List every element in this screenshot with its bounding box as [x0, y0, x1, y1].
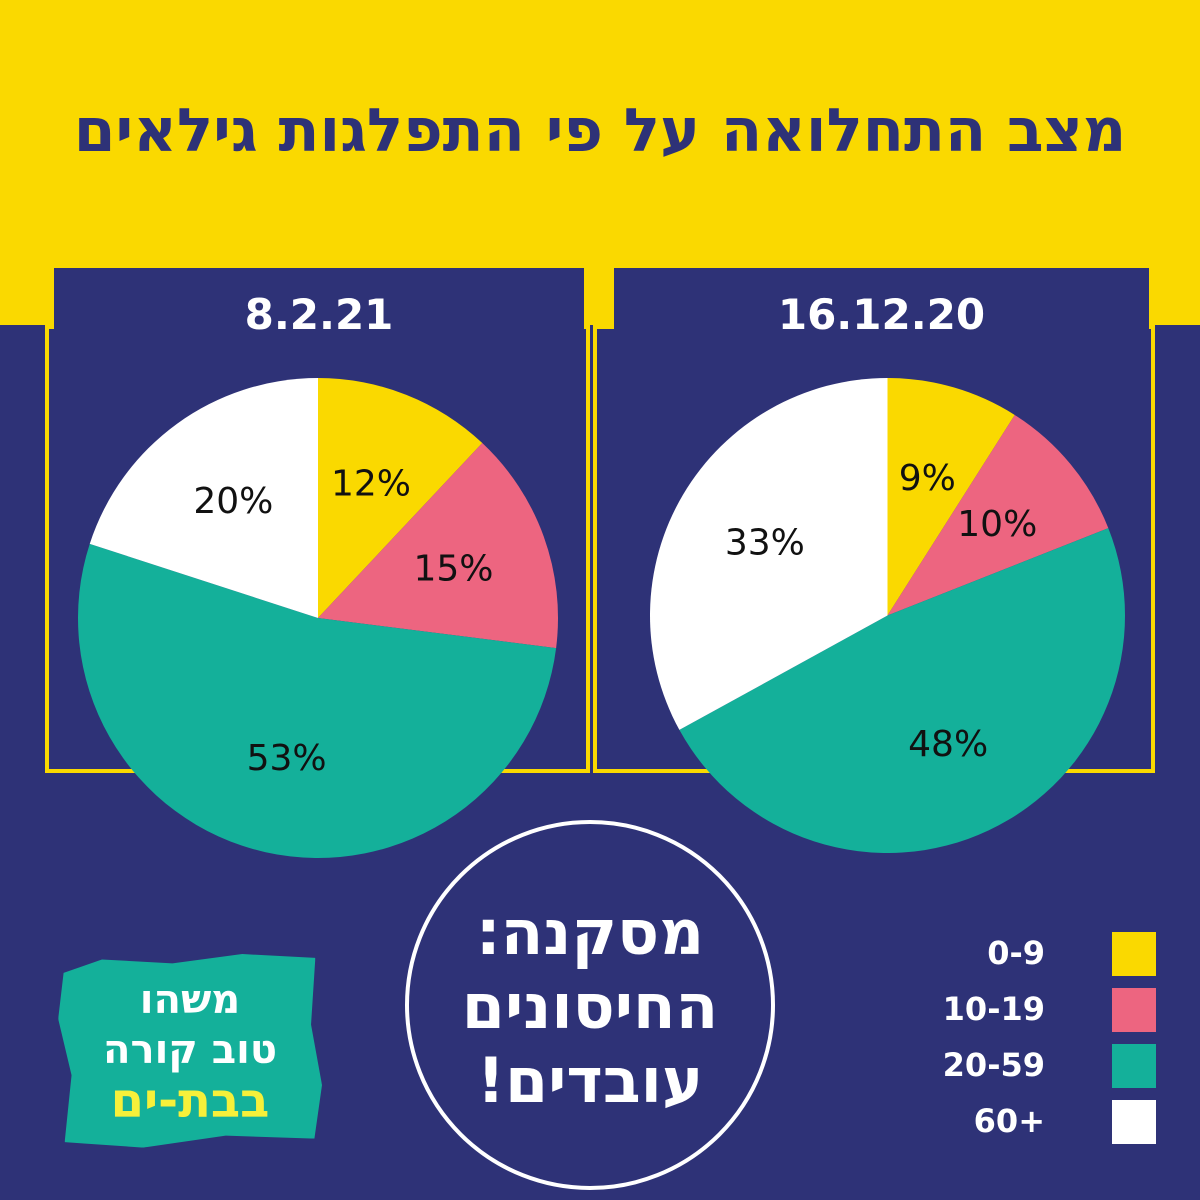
- right-chart-date: 16.12.20: [777, 290, 986, 339]
- legend-label: 60+: [973, 1102, 1045, 1140]
- legend-item-20-59: 20-59: [943, 1044, 1160, 1092]
- pie-16-12-20-slice-20-59: [679, 528, 1125, 853]
- pie-8-2-21-slice-20-59: [78, 543, 557, 858]
- legend-label: 0-9: [987, 934, 1045, 972]
- pie-8-2-21-slice-60+: [89, 378, 319, 618]
- logo-line-2: טוב קורה: [103, 1027, 277, 1073]
- pie-16-12-20-label-10-19: 10%: [957, 504, 1037, 545]
- pie-16-12-20-slice-0-9: [887, 378, 1015, 616]
- pie-8-2-21-slice-10-19: [318, 443, 558, 649]
- legend-label: 20-59: [942, 1046, 1045, 1084]
- pie-8-2-21-label-0-9: 12%: [331, 464, 411, 505]
- left-chart-date: 8.2.21: [244, 290, 394, 339]
- pie-16-12-20-slice-10-19: [887, 414, 1109, 616]
- pie-16-12-20-label-60+: 33%: [725, 522, 805, 563]
- conclusion-line-1: מסקנה:: [475, 896, 705, 969]
- page-title: מצב התחלואה על פי התפלגות גילאים: [73, 96, 1127, 166]
- logo: משהו טוב קורה בבת-ים: [60, 955, 320, 1145]
- conclusion-line-2: החיסונים: [461, 970, 719, 1043]
- logo-line-3: בבת-ים: [110, 1073, 270, 1129]
- conclusion-circle: מסקנה: החיסונים עובדים!: [405, 820, 775, 1190]
- legend-item-0-9: 0-9: [960, 932, 1160, 980]
- pie-16-12-20-slice-60+: [650, 378, 888, 730]
- pie-8-2-21-slice-0-9: [318, 378, 483, 618]
- conclusion-line-3: עובדים!: [476, 1044, 704, 1117]
- logo-line-1: משהו: [139, 977, 241, 1023]
- pie-chart-16-12-20: 9%10% 48% 33%: [650, 378, 1125, 853]
- pie-8-2-21-label-60+: 20%: [193, 481, 273, 522]
- legend-swatch: [1112, 988, 1156, 1032]
- pie-8-2-21-label-20-59: 53%: [247, 738, 327, 779]
- legend-swatch: [1112, 1100, 1156, 1144]
- pie-16-12-20-label-0-9: 9%: [899, 458, 956, 499]
- pie-chart-8-2-21: 12% 15% 53% 20%: [78, 378, 558, 858]
- legend-item-60-plus: 60+: [960, 1100, 1160, 1148]
- legend-item-10-19: 10-19: [943, 988, 1160, 1036]
- pie-8-2-21-label-10-19: 15%: [413, 549, 493, 590]
- legend-swatch: [1112, 1044, 1156, 1088]
- legend-swatch: [1112, 932, 1156, 976]
- legend-label: 10-19: [942, 990, 1045, 1028]
- pie-16-12-20-label-20-59: 48%: [908, 724, 988, 765]
